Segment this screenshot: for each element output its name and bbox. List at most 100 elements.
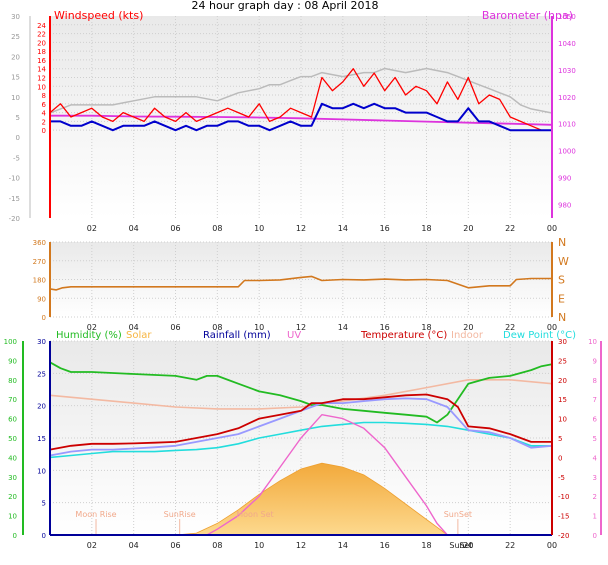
multi-x-tick-label: 18 [421, 541, 431, 550]
humidity-y-tick-label: 20 [8, 493, 17, 501]
multi-x-tick-label: 00 [547, 541, 557, 550]
wind-y-tick-label: 6 [42, 101, 47, 109]
wind-x-tick-label: 00 [547, 224, 557, 233]
feels-series-line [49, 397, 553, 457]
wind-y-tick-label: 4 [42, 110, 47, 118]
wind-x-tick-label: 02 [87, 224, 97, 233]
uv-y-tick-label: 0 [593, 532, 597, 540]
direction-series-line [49, 275, 552, 291]
legend-dew: Dew Point (°C) [503, 330, 576, 341]
legend-humidity: Humidity (%) [56, 330, 122, 341]
outer-y-tick-label: -15 [9, 195, 20, 203]
compass-label: W [558, 255, 569, 268]
compass-label: E [558, 292, 565, 305]
wind-y-tick-label: 18 [37, 48, 46, 56]
uv-series-line [50, 414, 552, 536]
direction-x-tick-label: 18 [421, 323, 431, 332]
wind-y-tick-label: 10 [37, 83, 46, 91]
annotation-label: SunSet [444, 510, 472, 519]
indoor-series-line [49, 378, 553, 410]
temp-y-tick-label: -5 [558, 474, 565, 482]
legend-uv: UV [287, 330, 301, 341]
annotation-label: Moon Set [236, 510, 273, 519]
uv-y-tick-label: 6 [593, 416, 598, 424]
outer-y-tick-label: -5 [13, 154, 20, 162]
temp-y-tick-label: 5 [558, 435, 562, 443]
outer-y-tick-label: 0 [16, 134, 20, 142]
baro-y-tick-label: 1010 [558, 121, 576, 129]
uv-y-tick-label: 4 [593, 454, 598, 462]
legend-solar: Solar [126, 330, 152, 341]
solar-series-area [50, 462, 552, 536]
temp-y-tick-label: 30 [558, 338, 567, 346]
baro-y-tick-label: 1030 [558, 67, 576, 75]
temp-y-tick-label: -15 [558, 513, 569, 521]
compass-label: N [558, 311, 566, 324]
baro-y-tick-label: 990 [558, 175, 571, 183]
temp-y-tick-label: 0 [558, 454, 562, 462]
humidity-y-tick-label: 0 [13, 532, 17, 540]
chart-title: 24 hour graph day : 08 April 2018 [192, 0, 379, 12]
legend-rain: Rainfall (mm) [203, 330, 271, 341]
wind-x-tick-label: 20 [463, 224, 473, 233]
outer-series-line [49, 67, 553, 114]
multi-x-tick-label: 10 [254, 541, 264, 550]
wind-y-tick-label: 16 [37, 57, 46, 65]
rain-y-tick-label: 0 [42, 532, 46, 540]
uv-y-tick-label: 9 [593, 357, 597, 365]
direction-x-tick-label: 12 [296, 323, 306, 332]
humidity-y-tick-label: 70 [8, 396, 17, 404]
outer-y-tick-label: -10 [9, 175, 20, 183]
uv-y-tick-label: 1 [593, 513, 597, 521]
baro-y-tick-label: 1020 [558, 94, 576, 102]
uv-y-tick-label: 2 [593, 493, 597, 501]
temp-series-line [49, 393, 552, 451]
outer-y-tick-label: 10 [11, 94, 20, 102]
annotation-label: SunRise [164, 510, 196, 519]
compass-label: N [558, 236, 566, 249]
direction-y-tick-label: 360 [33, 239, 46, 247]
humidity-y-tick-label: 100 [4, 338, 17, 346]
baro-y-tick-label: 1040 [558, 40, 576, 48]
uv-y-tick-label: 8 [593, 377, 597, 385]
direction-x-tick-label: 06 [170, 323, 180, 332]
avg-series-line [50, 102, 552, 132]
wind-x-tick-label: 06 [170, 224, 180, 233]
direction-x-tick-label: 04 [129, 323, 139, 332]
direction-y-tick-label: 0 [42, 314, 46, 322]
windspeed-axis-label: Windspeed (kts) [54, 9, 143, 22]
wind-y-tick-label: 14 [37, 66, 46, 74]
temp-y-tick-label: 10 [558, 416, 567, 424]
outer-y-tick-label: -20 [9, 215, 20, 223]
temp-y-tick-label: 15 [558, 396, 567, 404]
uv-y-tick-label: 7 [593, 396, 597, 404]
multi-x-tick-label: 08 [212, 541, 222, 550]
direction-x-tick-label: 16 [380, 323, 390, 332]
baro-y-tick-label: 1000 [558, 148, 576, 156]
wind-x-tick-label: 18 [421, 224, 431, 233]
wind-x-tick-label: 16 [380, 224, 390, 233]
legend-temp: Temperature (°C) [360, 330, 447, 341]
sunset-marker-label: Set [459, 541, 472, 550]
wind-y-tick-label: 0 [42, 127, 46, 135]
rain-y-tick-label: 20 [37, 403, 46, 411]
wind-x-tick-label: 10 [254, 224, 264, 233]
multi-x-tick-label: 06 [170, 541, 180, 550]
multi-x-tick-label: 02 [87, 541, 97, 550]
temp-y-tick-label: 25 [558, 357, 567, 365]
wind-y-tick-label: 22 [37, 31, 46, 39]
compass-label: S [558, 274, 565, 287]
wind-x-tick-label: 12 [296, 224, 306, 233]
legend-indoor: Indoor [451, 330, 484, 341]
outer-y-tick-label: 20 [11, 53, 20, 61]
barometer-axis-label: Barometer (hpa) [482, 9, 573, 22]
temp-y-tick-label: -10 [558, 493, 569, 501]
uv-y-tick-label: 3 [593, 474, 597, 482]
direction-y-tick-label: 270 [33, 258, 46, 266]
rain-y-tick-label: 30 [37, 338, 46, 346]
direction-x-tick-label: 20 [463, 323, 473, 332]
wind-x-tick-label: 08 [212, 224, 222, 233]
direction-x-tick-label: 14 [338, 323, 348, 332]
